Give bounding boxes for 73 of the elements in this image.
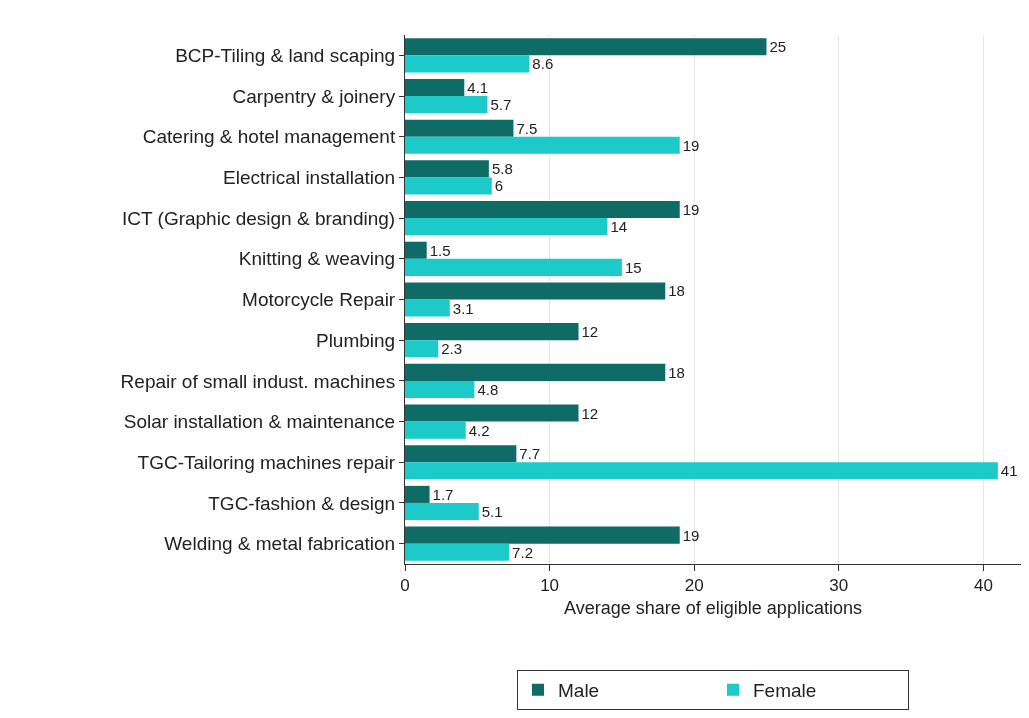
y-tick-label: Plumbing: [315, 329, 396, 351]
bar: [405, 462, 998, 480]
y-tick-label: Motorcycle Repair: [242, 289, 396, 311]
x-tick-label: 10: [540, 576, 560, 596]
data-label: 4.8: [477, 380, 499, 398]
data-label: 12: [581, 323, 599, 341]
data-label: 41: [1000, 462, 1018, 480]
bar: [405, 218, 608, 236]
y-tick-label: Carpentry & joinery: [232, 85, 396, 107]
bar: [405, 340, 439, 358]
bar: [405, 119, 514, 137]
data-label: 8.6: [532, 55, 554, 73]
bar: [405, 78, 465, 97]
bar: [405, 38, 767, 56]
data-label: 19: [682, 136, 700, 154]
data-label: 7.7: [519, 445, 541, 463]
x-tick-label: 20: [684, 576, 704, 596]
data-label: 5.8: [491, 160, 513, 178]
bar: [405, 201, 680, 219]
data-label: 7.2: [512, 543, 533, 561]
bar: [405, 258, 622, 276]
bar: [405, 404, 579, 422]
y-tick-label: ICT (Graphic design & branding): [122, 207, 396, 229]
y-tick-label: Catering & hotel management: [142, 126, 396, 148]
data-label: 2.3: [441, 340, 463, 358]
data-label: 5.1: [481, 503, 503, 521]
data-label: 18: [668, 282, 685, 300]
legend-label: Male: [558, 680, 600, 702]
bar: [405, 380, 475, 398]
bar: [405, 96, 488, 114]
bar: [405, 543, 510, 561]
data-label: 18: [668, 363, 685, 381]
bar: [405, 485, 430, 503]
data-label: 7.5: [516, 119, 538, 137]
bar: [405, 421, 466, 439]
bar: [405, 363, 666, 381]
data-label: 5.7: [490, 96, 512, 114]
data-label: 19: [682, 526, 700, 544]
bar: [405, 526, 680, 544]
legend-label: Female: [753, 680, 817, 702]
bar: [405, 299, 450, 317]
y-tick-label: Repair of small indust. machines: [120, 370, 396, 392]
data-label: 4.2: [468, 421, 490, 439]
bar: [405, 445, 517, 463]
bar: [405, 502, 479, 521]
x-axis-title: Average share of eligible applications: [564, 597, 862, 618]
data-label: 6: [494, 177, 504, 195]
data-label: 25: [769, 38, 787, 56]
y-tick-label: TGC-fashion & design: [208, 492, 396, 514]
x-tick-label: 40: [973, 576, 993, 596]
data-label: 14: [610, 218, 628, 236]
y-tick-label: Knitting & weaving: [238, 248, 396, 270]
x-tick-label: 30: [829, 576, 849, 596]
x-tick-label: 0: [400, 576, 410, 596]
y-tick-label: Electrical installation: [223, 167, 396, 189]
data-label: 12: [581, 404, 599, 422]
data-label: 19: [682, 201, 700, 219]
bar: [405, 136, 680, 154]
y-tick-label: Solar installation & maintenance: [123, 411, 396, 433]
data-label: 1.5: [429, 241, 451, 259]
y-tick-label: Welding & metal fabrication: [164, 533, 396, 555]
data-label: 3.1: [452, 299, 474, 317]
bar: [405, 241, 427, 259]
bar: [405, 55, 530, 73]
data-label: 1.7: [432, 485, 454, 503]
data-label: 15: [624, 258, 642, 276]
y-tick-label: BCP-Tiling & land scaping: [175, 45, 396, 66]
bar: [405, 323, 579, 341]
y-tick-label: TGC-Tailoring machines repair: [137, 451, 396, 473]
bar: [405, 282, 666, 300]
bar: [405, 177, 492, 195]
bar: [405, 160, 489, 178]
data-label: 4.1: [467, 78, 489, 96]
